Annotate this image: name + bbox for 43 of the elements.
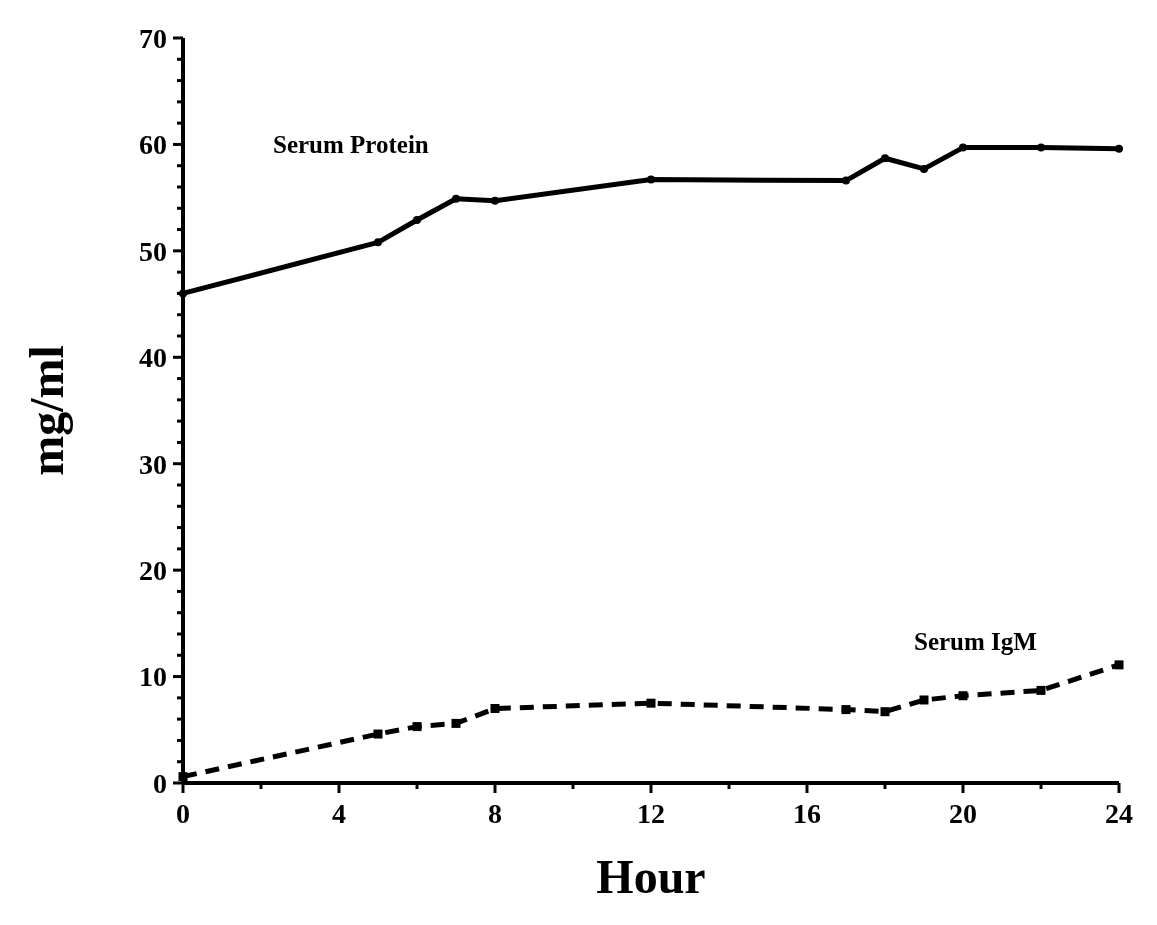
y-tick-label: 30 xyxy=(139,448,167,480)
y-tick-label: 20 xyxy=(139,554,167,586)
point xyxy=(1114,660,1124,670)
x-tick-label: 12 xyxy=(637,798,665,829)
point xyxy=(1036,685,1046,695)
x-tick-label: 24 xyxy=(1105,798,1133,829)
x-tick-label: 20 xyxy=(949,798,977,829)
x-tick-label: 8 xyxy=(488,798,502,829)
point xyxy=(179,289,187,298)
point xyxy=(412,722,422,732)
point xyxy=(880,707,890,717)
point xyxy=(1037,143,1045,152)
x-tick-label: 0 xyxy=(176,798,190,829)
point xyxy=(491,196,499,205)
y-axis-title: mg/ml xyxy=(20,345,73,476)
point xyxy=(451,718,461,728)
series-label: Serum IgM xyxy=(914,627,1037,655)
point xyxy=(178,772,188,782)
point xyxy=(958,691,968,701)
point xyxy=(490,704,500,713)
point xyxy=(881,154,889,163)
point xyxy=(373,729,383,739)
y-tick-label: 70 xyxy=(139,22,167,54)
point xyxy=(919,695,929,705)
point xyxy=(646,698,656,708)
y-tick-label: 60 xyxy=(139,129,167,161)
y-tick-label: 50 xyxy=(139,235,167,267)
x-tick-label: 4 xyxy=(332,798,346,829)
point xyxy=(413,215,421,224)
point xyxy=(920,164,928,173)
point xyxy=(647,175,655,184)
x-tick-label: 16 xyxy=(793,798,821,829)
y-tick-label: 40 xyxy=(139,342,167,374)
point xyxy=(842,176,850,185)
point xyxy=(959,143,967,152)
y-tick-label: 0 xyxy=(153,767,167,799)
series-label: Serum Protein xyxy=(273,131,429,159)
point xyxy=(452,194,460,203)
y-tick-label: 10 xyxy=(139,661,167,693)
point xyxy=(1115,144,1123,153)
x-axis-title: Hour xyxy=(596,850,706,903)
point xyxy=(374,238,382,247)
point xyxy=(841,705,851,715)
